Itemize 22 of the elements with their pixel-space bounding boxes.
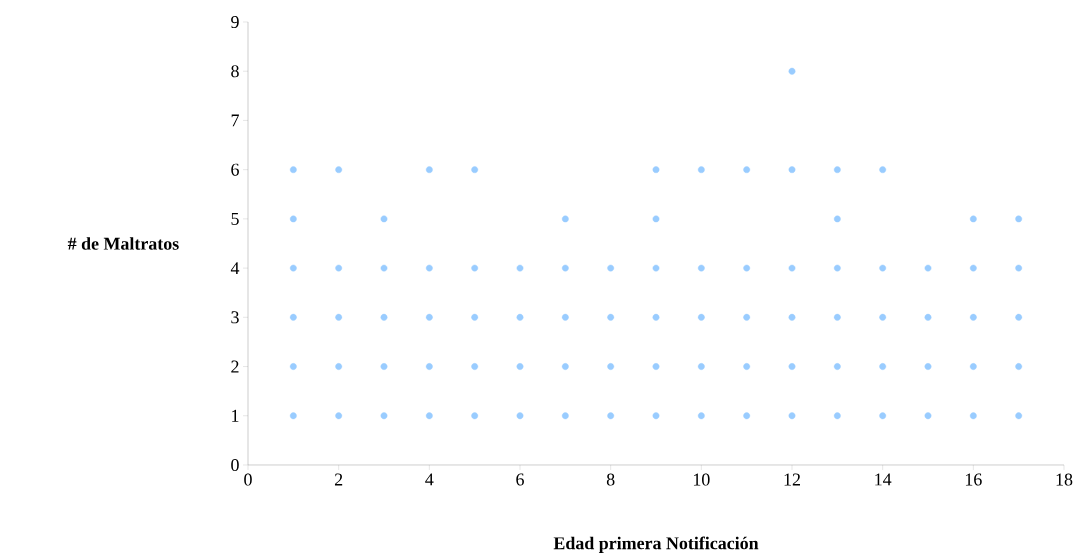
y-tick-label: 9 xyxy=(231,15,239,29)
y-tick-label: 0 xyxy=(231,458,239,472)
x-tick-label: 8 xyxy=(606,473,615,486)
x-tick-label: 18 xyxy=(1056,473,1073,486)
x-axis-title: Edad primera Notificación xyxy=(553,536,759,553)
y-tick-label: 7 xyxy=(231,114,239,127)
y-tick-label: 1 xyxy=(232,409,239,422)
x-tick-label: 2 xyxy=(334,473,343,486)
y-tick-label: 8 xyxy=(231,65,239,78)
x-tick-label: 10 xyxy=(693,473,710,486)
x-tick-label: 4 xyxy=(425,473,434,486)
y-tick-label: 3 xyxy=(231,311,239,324)
x-tick-label: 6 xyxy=(516,473,524,486)
x-tick-label: 0 xyxy=(244,473,252,486)
y-axis-title: # de Maltratos xyxy=(67,237,179,250)
x-tick-label: 14 xyxy=(875,473,892,486)
y-tick-label: 5 xyxy=(231,212,239,225)
y-tick-label: 2 xyxy=(231,360,239,373)
x-tick-label: 12 xyxy=(784,473,800,486)
x-tick-label: 16 xyxy=(965,473,982,486)
y-tick-label: 4 xyxy=(230,262,240,274)
y-tick-label: 6 xyxy=(231,163,239,176)
